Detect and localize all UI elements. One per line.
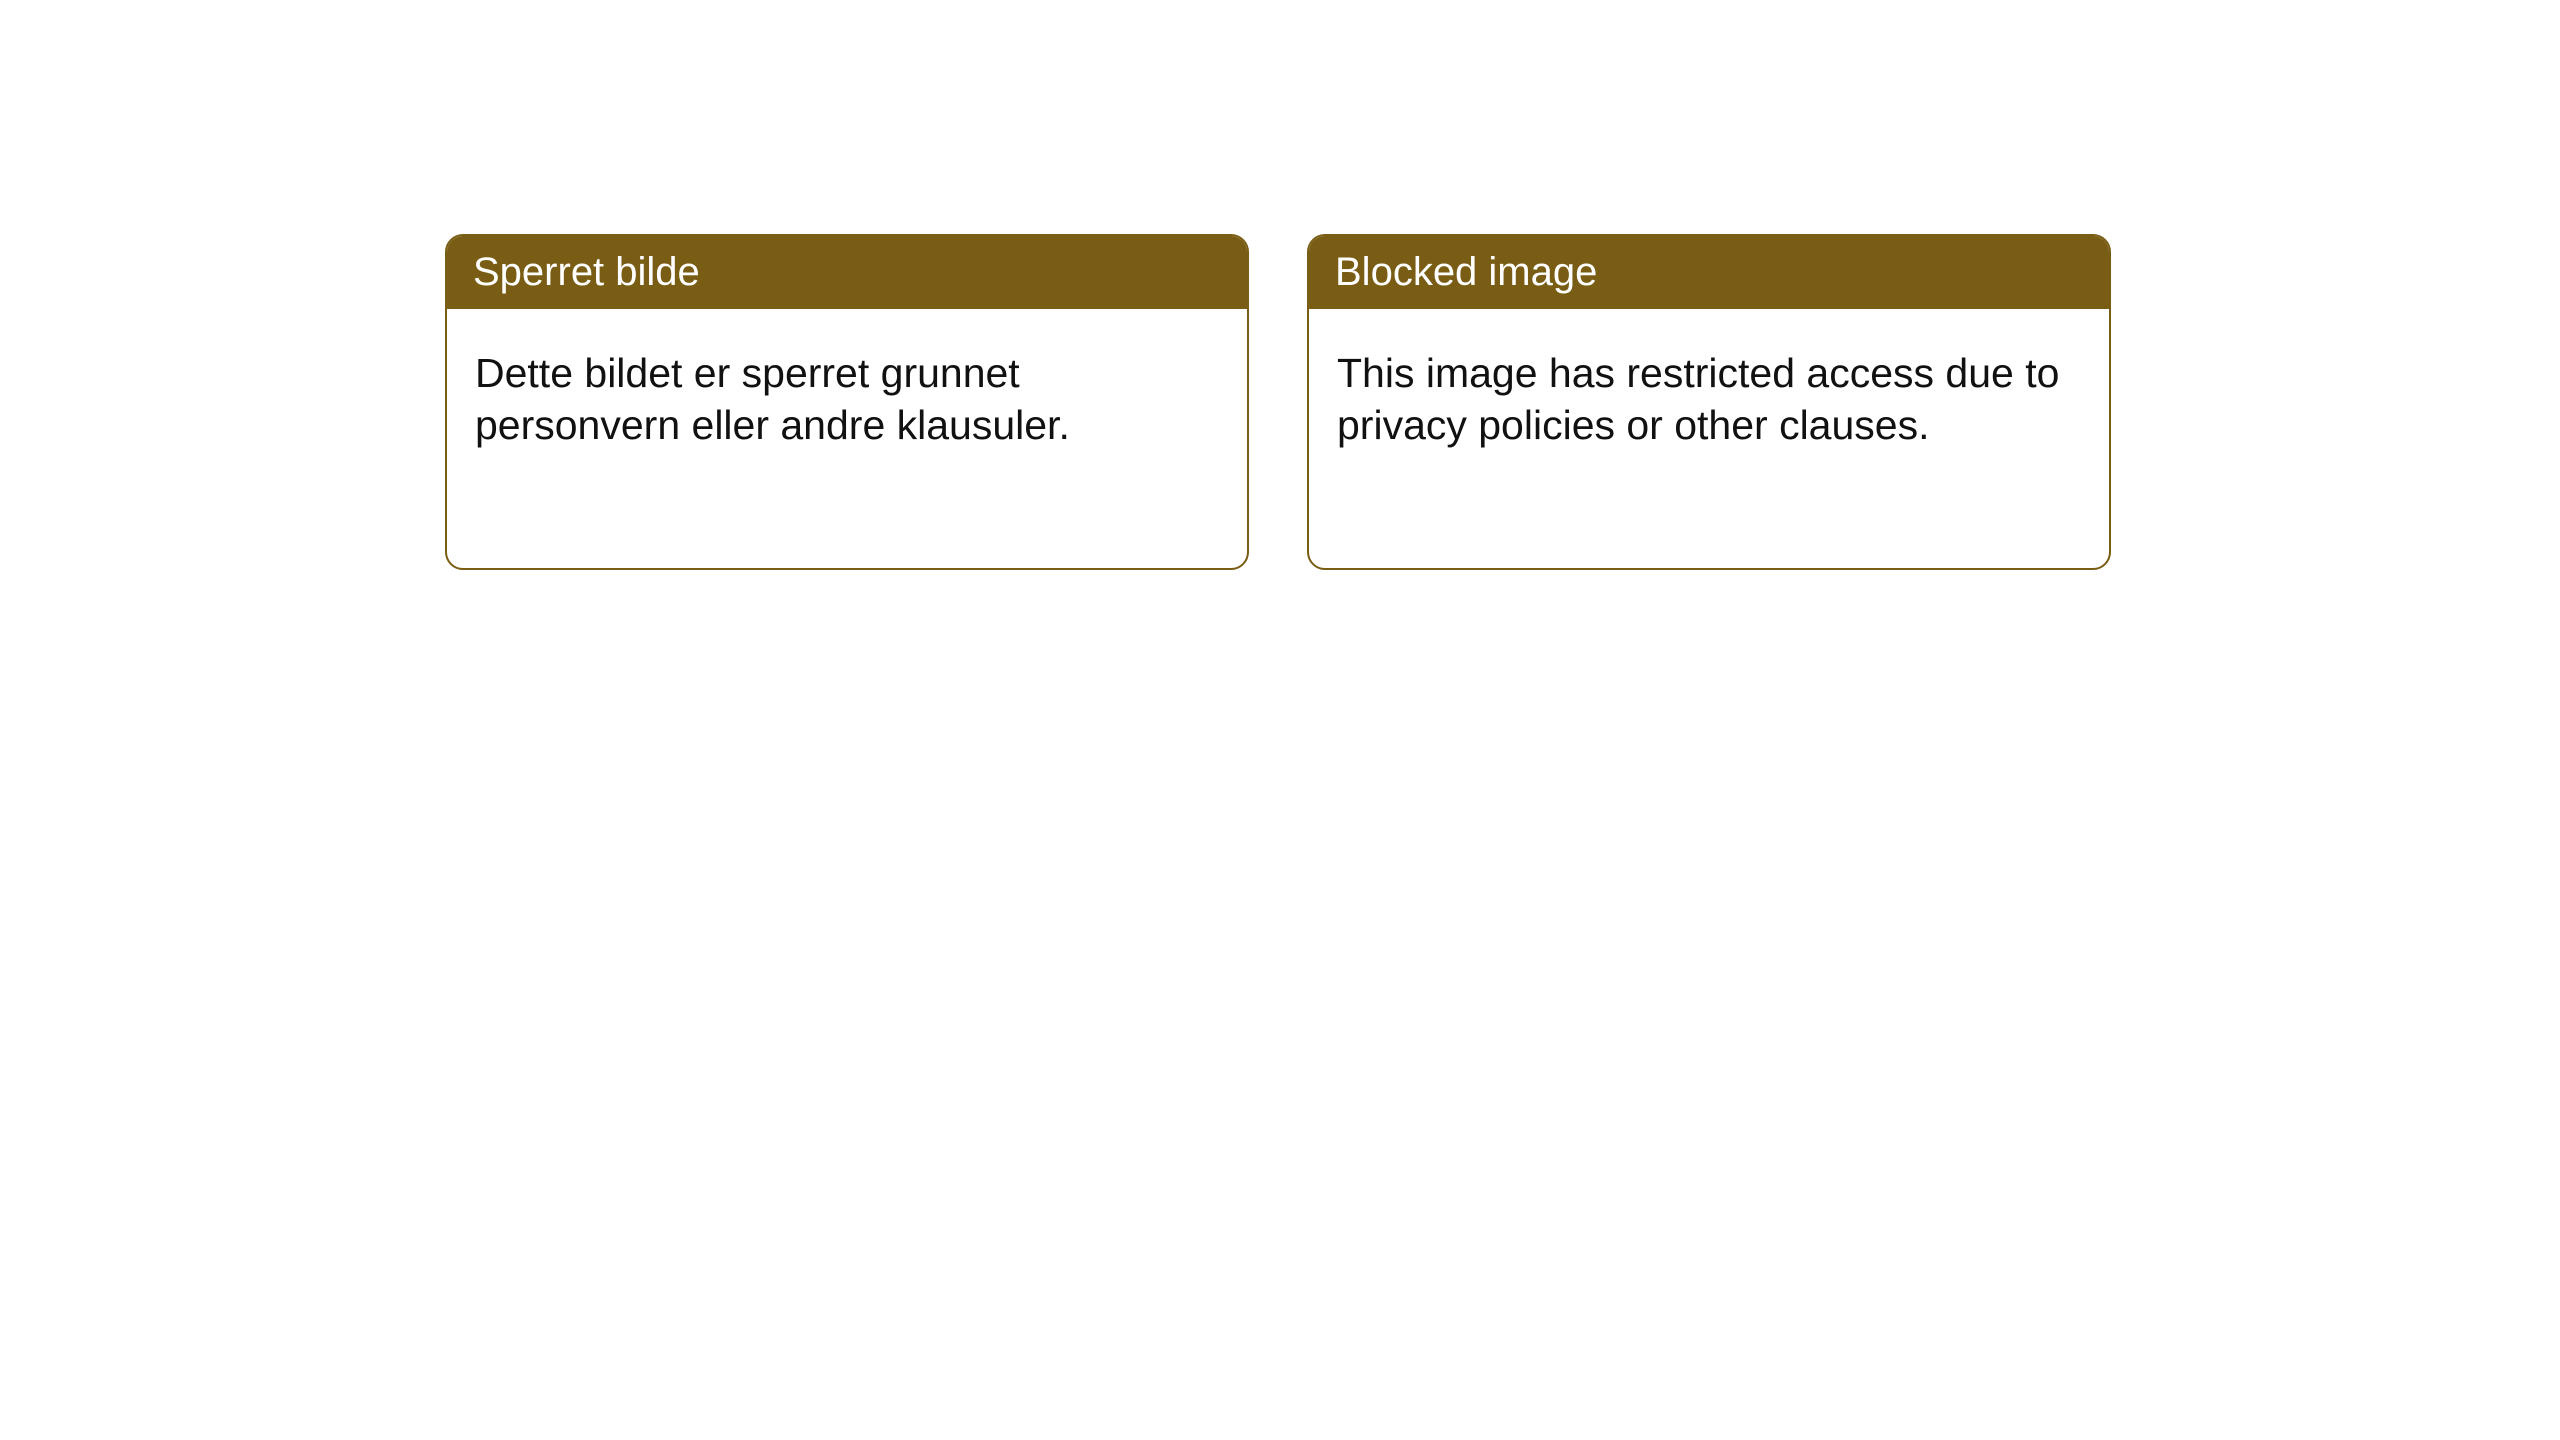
card-header-english: Blocked image	[1309, 236, 2109, 309]
card-body-english: This image has restricted access due to …	[1309, 309, 2109, 490]
card-body-norwegian: Dette bildet er sperret grunnet personve…	[447, 309, 1247, 490]
blocked-image-card-english: Blocked image This image has restricted …	[1307, 234, 2111, 570]
card-header-norwegian: Sperret bilde	[447, 236, 1247, 309]
card-title-norwegian: Sperret bilde	[473, 250, 700, 294]
card-title-english: Blocked image	[1335, 250, 1597, 294]
card-text-norwegian: Dette bildet er sperret grunnet personve…	[475, 350, 1070, 448]
card-text-english: This image has restricted access due to …	[1337, 350, 2059, 448]
notice-container: Sperret bilde Dette bildet er sperret gr…	[0, 0, 2560, 570]
blocked-image-card-norwegian: Sperret bilde Dette bildet er sperret gr…	[445, 234, 1249, 570]
